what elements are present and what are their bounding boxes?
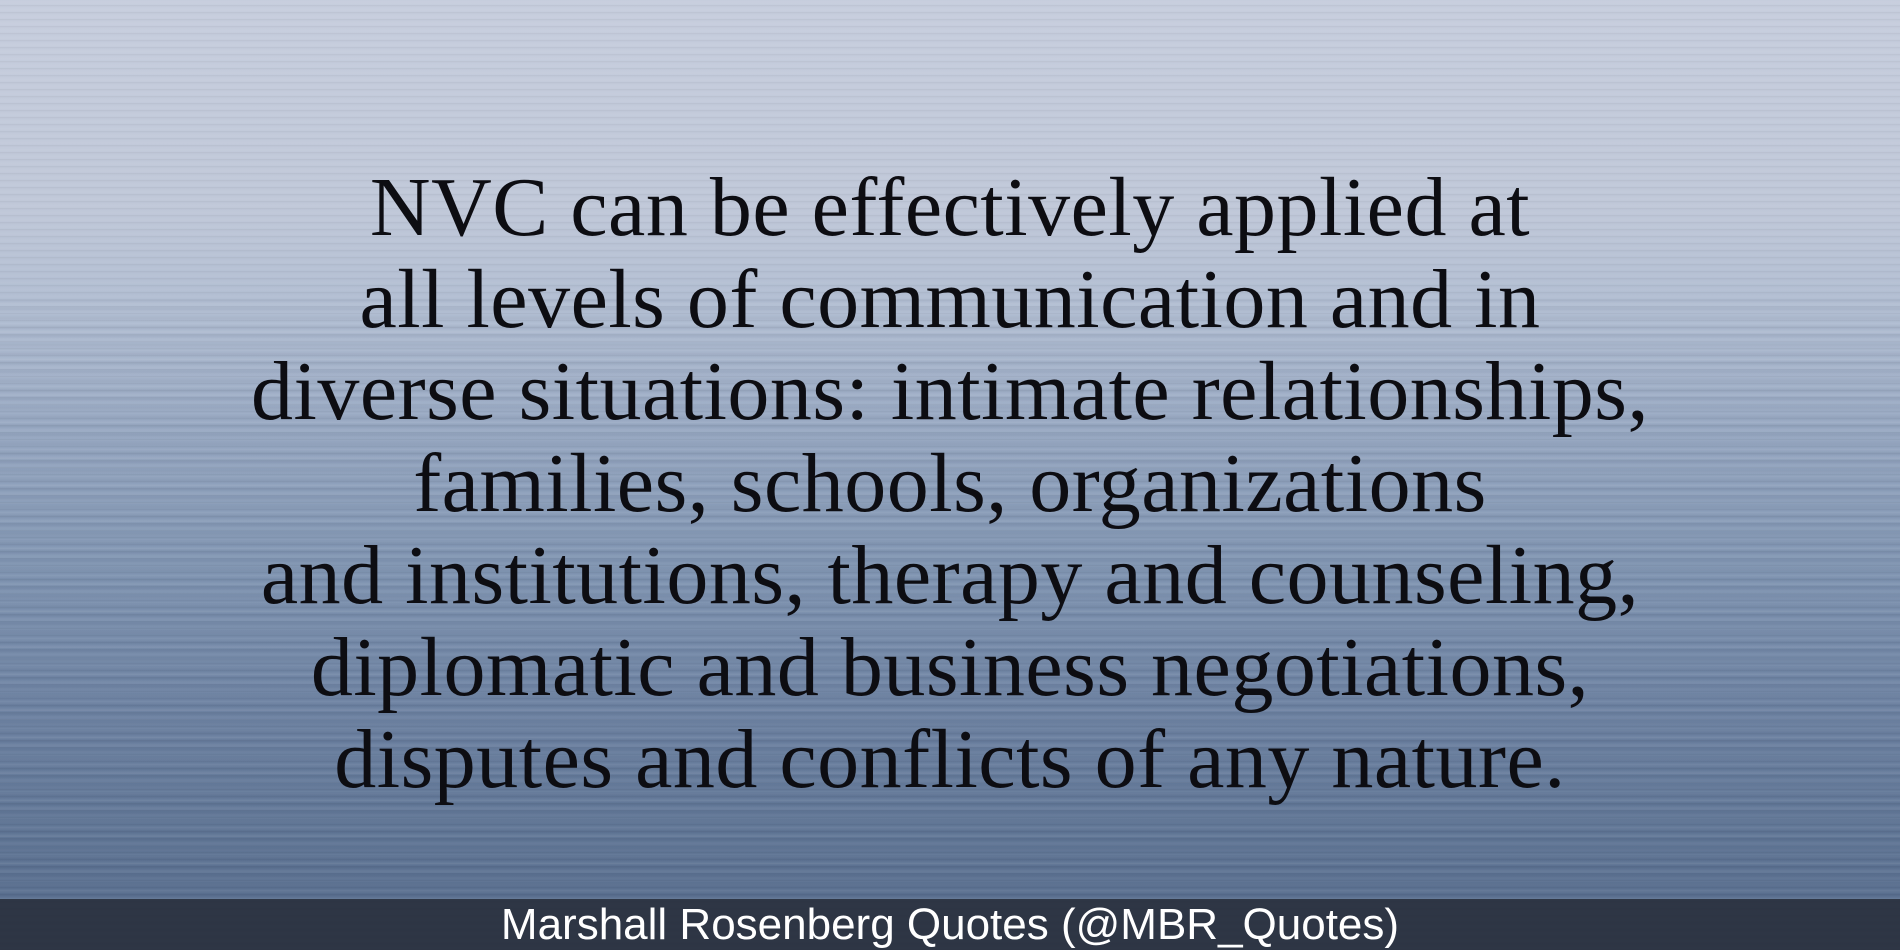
quote-line: disputes and conflicts of any nature. <box>334 713 1566 806</box>
water-texture <box>0 300 1900 900</box>
quote-line: diverse situations: intimate relationshi… <box>251 345 1649 438</box>
attribution-bar: Marshall Rosenberg Quotes (@MBR_Quotes) <box>0 899 1900 950</box>
quote-line: families, schools, organizations <box>413 437 1487 530</box>
quote-line: and institutions, therapy and counseling… <box>260 529 1640 622</box>
quote-line: NVC can be effectively applied at <box>369 161 1531 254</box>
quote-line: all levels of communication and in <box>359 253 1541 346</box>
quote-line: diplomatic and business negotiations, <box>310 621 1590 714</box>
quote-text: NVC can be effectively applied at all le… <box>100 162 1800 806</box>
attribution-text: Marshall Rosenberg Quotes (@MBR_Quotes) <box>500 900 1400 949</box>
